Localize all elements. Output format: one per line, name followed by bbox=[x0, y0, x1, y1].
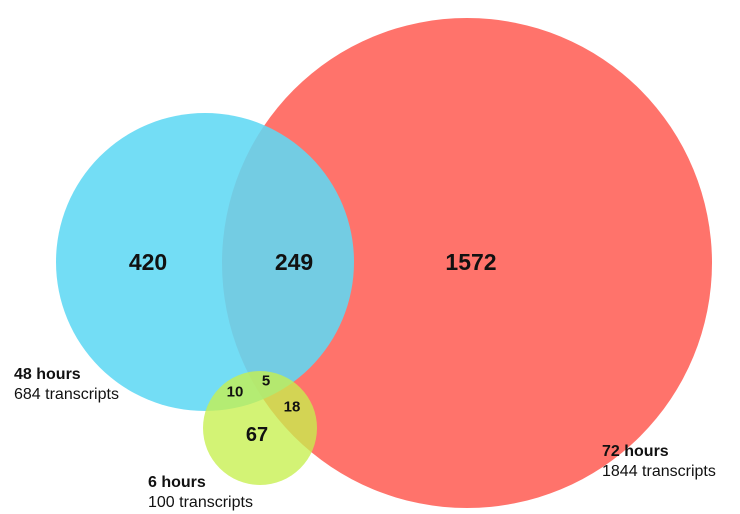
set-name-48: 48 hours bbox=[14, 366, 81, 383]
count-6-only: 67 bbox=[246, 424, 268, 446]
count-48-72-overlap: 249 bbox=[275, 249, 313, 275]
count-72-only: 1572 bbox=[445, 249, 496, 275]
label-72-hours: 72 hours 1844 transcripts bbox=[602, 442, 716, 482]
label-48-hours: 48 hours 684 transcripts bbox=[14, 365, 119, 405]
count-48-only: 420 bbox=[129, 249, 167, 275]
set-name-6: 6 hours bbox=[148, 474, 206, 491]
count-72-6-overlap: 18 bbox=[284, 399, 301, 416]
set-size-6: 100 transcripts bbox=[148, 494, 253, 511]
set-size-48: 684 transcripts bbox=[14, 386, 119, 403]
set-name-72: 72 hours bbox=[602, 443, 669, 460]
circle-48-hours bbox=[56, 113, 354, 411]
circle-6-hours bbox=[203, 371, 317, 485]
label-6-hours: 6 hours 100 transcripts bbox=[148, 473, 253, 513]
circle-72-hours bbox=[222, 18, 712, 508]
set-size-72: 1844 transcripts bbox=[602, 463, 716, 480]
count-all-three: 5 bbox=[262, 373, 270, 390]
count-48-6-overlap: 10 bbox=[227, 384, 244, 401]
